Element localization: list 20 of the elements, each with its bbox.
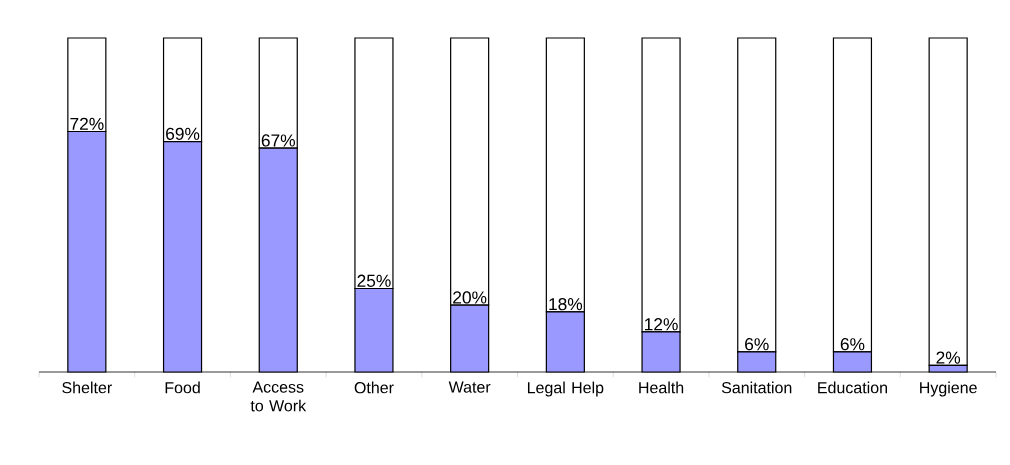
x-tick-label: Shelter [62, 381, 112, 394]
x-tick-label: Other [354, 381, 394, 394]
data-label: 20% [453, 291, 487, 304]
x-tick-label: Food [165, 381, 200, 394]
data-label: 72% [70, 117, 104, 130]
data-label: 18% [549, 298, 583, 311]
data-label: 6% [745, 338, 769, 351]
x-tick-label: Health [639, 381, 684, 394]
x-tick-label: Water [448, 381, 491, 393]
data-label: 69% [166, 127, 200, 140]
data-label: 67% [261, 134, 295, 147]
data-label: 2% [936, 351, 961, 364]
data-label: 25% [357, 274, 391, 287]
x-tick-label: Legal Help [527, 381, 604, 397]
x-tick-label: Hygiene [920, 381, 977, 397]
x-tick-label: Education [818, 381, 887, 394]
x-tick-label: Access to Work [250, 381, 307, 412]
data-label: 12% [645, 318, 678, 331]
x-tick-label: Sanitation [721, 381, 792, 394]
data-label: 6% [840, 338, 865, 351]
